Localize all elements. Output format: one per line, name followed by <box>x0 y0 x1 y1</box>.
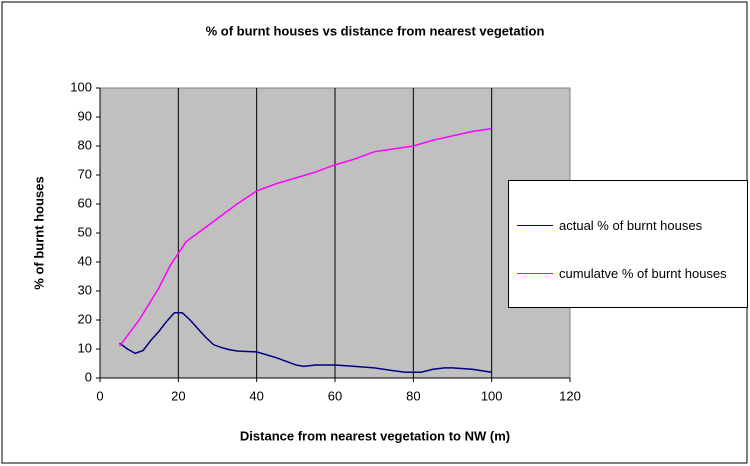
y-tick-label: 100 <box>70 79 92 94</box>
x-tick-label: 40 <box>249 388 263 403</box>
x-tick-label: 120 <box>559 388 581 403</box>
x-axis-label: Distance from nearest vegetation to NW (… <box>240 428 510 443</box>
x-tick-label: 80 <box>406 388 420 403</box>
y-tick-label: 10 <box>78 340 92 355</box>
y-tick-label: 30 <box>78 282 92 297</box>
y-tick-label: 80 <box>78 137 92 152</box>
legend-swatch <box>517 273 553 274</box>
y-tick-label: 70 <box>78 166 92 181</box>
y-tick-label: 50 <box>78 224 92 239</box>
y-tick-label: 40 <box>78 253 92 268</box>
x-tick-label: 0 <box>96 388 103 403</box>
x-tick-label: 100 <box>481 388 503 403</box>
x-tick-label: 20 <box>171 388 185 403</box>
legend-entry: cumulatve % of burnt houses <box>517 265 739 283</box>
series-line <box>118 127 492 347</box>
legend-label: actual % of burnt houses <box>559 218 703 233</box>
legend-swatch <box>517 225 553 226</box>
series-line <box>119 312 492 373</box>
y-tick-label: 60 <box>78 195 92 210</box>
chart-title: % of burnt houses vs distance from neare… <box>206 23 545 38</box>
y-tick-label: 20 <box>78 311 92 326</box>
y-axis-label: % of burnt houses <box>31 176 46 289</box>
x-tick-label: 60 <box>328 388 342 403</box>
legend-entry: actual % of burnt houses <box>517 217 739 235</box>
y-tick-label: 0 <box>85 369 92 384</box>
y-tick-label: 90 <box>78 108 92 123</box>
legend-label: cumulatve % of burnt houses <box>559 266 727 281</box>
legend: actual % of burnt houses cumulatve % of b… <box>508 180 748 308</box>
